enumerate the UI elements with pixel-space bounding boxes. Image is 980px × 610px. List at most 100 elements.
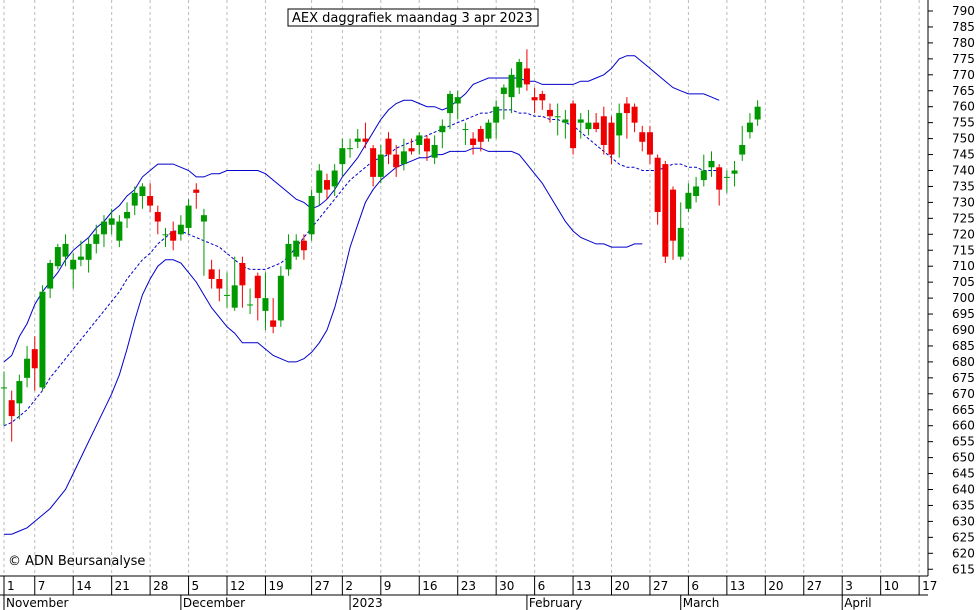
candle: [377, 144, 384, 184]
candle-body: [323, 180, 330, 190]
x-tick-label: 12: [230, 579, 245, 593]
x-tick-label: 27: [315, 579, 330, 593]
x-tick-label: 3: [845, 579, 853, 593]
candle: [508, 68, 515, 114]
candle-body: [493, 106, 500, 123]
candle-body: [700, 170, 707, 181]
month-label: 2023: [352, 596, 383, 610]
candle: [708, 151, 715, 177]
candle: [462, 122, 469, 145]
candle: [1, 371, 7, 426]
candle-body: [531, 97, 538, 101]
candle: [523, 49, 530, 91]
candle: [685, 183, 692, 212]
candle: [247, 288, 254, 315]
candle: [231, 256, 238, 311]
lower-band-line: [4, 147, 643, 535]
candle: [646, 125, 653, 165]
candle: [408, 138, 415, 155]
candle: [693, 176, 700, 203]
candle: [85, 237, 92, 273]
candle-body: [77, 256, 84, 260]
candle-body: [454, 97, 461, 104]
candle-body: [516, 62, 523, 88]
y-tick-label: 760: [952, 100, 975, 114]
x-tick-label: 27: [807, 579, 822, 593]
candle-body: [224, 294, 231, 296]
month-label: November: [6, 596, 68, 610]
candle-body: [431, 144, 438, 158]
upper-band-line: [3, 55, 720, 363]
candle-body: [316, 170, 323, 193]
x-tick-label: 1: [7, 579, 15, 593]
candle: [600, 106, 607, 155]
candle: [285, 234, 292, 276]
y-tick-label: 715: [952, 243, 975, 257]
candle-body: [247, 304, 254, 306]
x-tick-label: 13: [576, 579, 591, 593]
x-axis: 1 7 14 21 28 5 12 19 27 2 9 16 23 30 6 13 20 27 6 13 20 27 3 10…: [3, 576, 937, 595]
candle: [293, 234, 300, 260]
candle: [623, 97, 630, 139]
month-label: March: [683, 596, 720, 610]
candle: [754, 100, 761, 126]
candle: [723, 170, 730, 193]
candle-body: [185, 205, 192, 228]
candle-body: [216, 278, 223, 289]
candle: [416, 132, 423, 155]
x-tick-label: 23: [461, 579, 476, 593]
candle-body: [354, 138, 361, 142]
candle: [262, 272, 269, 330]
y-tick-label: 775: [952, 52, 975, 66]
y-tick-label: 765: [952, 84, 975, 98]
y-tick-label: 660: [952, 419, 975, 433]
y-tick-label: 705: [952, 275, 975, 289]
candle-body: [554, 116, 561, 118]
y-tick-label: 785: [952, 20, 975, 34]
month-label: April: [844, 596, 871, 610]
candle-body: [739, 144, 746, 155]
y-tick-label: 680: [952, 355, 975, 369]
candle: [270, 298, 277, 334]
candle-body: [462, 129, 469, 131]
x-tick-label: 6: [538, 579, 546, 593]
candle-body: [731, 170, 738, 174]
candle: [362, 122, 369, 149]
candle-body: [85, 243, 92, 260]
candle: [477, 125, 484, 152]
chart-title: AEX daggrafiek maandag 3 apr 2023: [292, 11, 533, 26]
candle: [616, 103, 623, 158]
candle: [670, 186, 677, 260]
candle: [677, 202, 684, 260]
candle-body: [108, 218, 115, 225]
candle: [31, 336, 38, 391]
candle: [354, 129, 361, 149]
candle: [323, 173, 330, 200]
candle-body: [277, 275, 284, 321]
candle-body: [62, 243, 69, 257]
candle-body: [200, 215, 207, 222]
candle: [162, 227, 169, 248]
month-axis: November December 2023 February March April: [3, 595, 872, 610]
candle: [485, 119, 492, 142]
candle-body: [477, 129, 484, 142]
candle: [431, 135, 438, 165]
candle-body: [600, 116, 607, 145]
candle-body: [124, 211, 131, 219]
candle: [124, 202, 131, 228]
y-tick-label: 720: [952, 227, 975, 241]
candle: [539, 90, 546, 110]
candle: [70, 253, 77, 289]
candle-body: [546, 109, 553, 117]
y-tick-label: 750: [952, 132, 975, 146]
candle: [62, 234, 69, 267]
x-tick-label: 7: [38, 579, 46, 593]
y-tick-label: 635: [952, 498, 975, 512]
candle-body: [262, 298, 269, 311]
x-tick-label: 20: [615, 579, 630, 593]
candle-body: [24, 358, 31, 378]
candle-body: [508, 74, 515, 98]
watermark: © ADN Beursanalyse: [8, 554, 145, 569]
